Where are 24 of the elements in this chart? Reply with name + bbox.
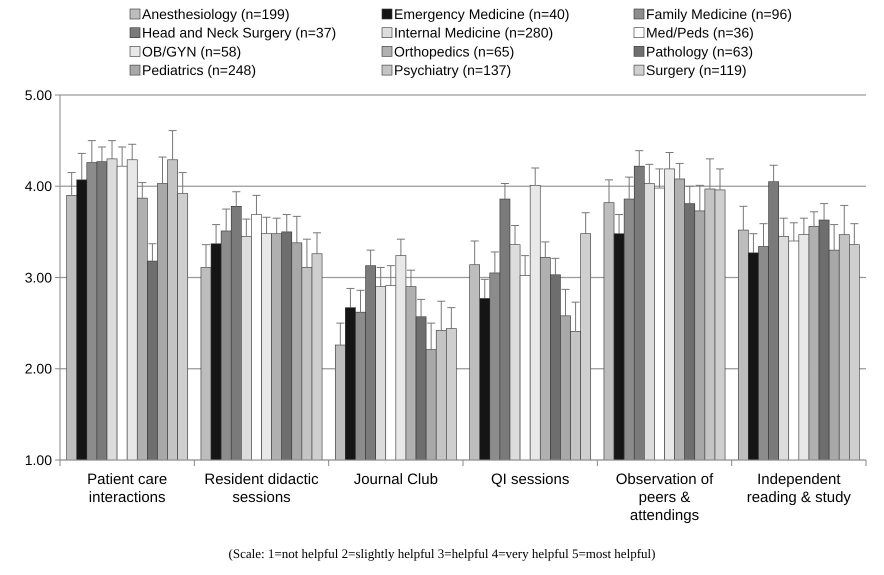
legend-label: OB/GYN (n=58) [142,43,242,60]
x-tick-label: Observation of peers & attendings [616,471,714,524]
legend-label: Orthopedics (n=65) [394,43,514,60]
x-tick-label: Journal Club [354,471,438,488]
legend-label: Head and Neck Surgery (n=37) [142,24,336,41]
legend-label: Med/Peds (n=36) [646,24,754,41]
legend-label: Internal Medicine (n=280) [394,24,554,41]
legend-label: Anesthesiology (n=199) [142,6,290,22]
x-tick-label: Resident didactic sessions [204,471,320,506]
y-tick-label: 2.00 [24,360,52,377]
legend-label: Psychiatry (n=137) [394,62,512,78]
legend-label: Emergency Medicine (n=40) [394,6,570,22]
legend-label: Pediatrics (n=248) [142,62,256,78]
x-tick-label: QI sessions [490,471,570,488]
x-tick-label: Patient care interactions [87,471,168,506]
legend-label: Family Medicine (n=96) [646,6,792,22]
legend-label: Pathology (n=63) [646,43,754,60]
y-tick-label: 3.00 [24,269,52,286]
y-tick-label: 1.00 [24,452,52,468]
legend-label: Surgery (n=119) [646,62,747,78]
y-tick-label: 4.00 [24,178,52,194]
y-tick-label: 5.00 [24,86,52,103]
text: (Scale: 1=not helpful 2=slightly helpful 3=helpful 4=very helpful 5=most helpful) [228,546,656,561]
x-tick-label: Independent reading & study [746,471,852,506]
